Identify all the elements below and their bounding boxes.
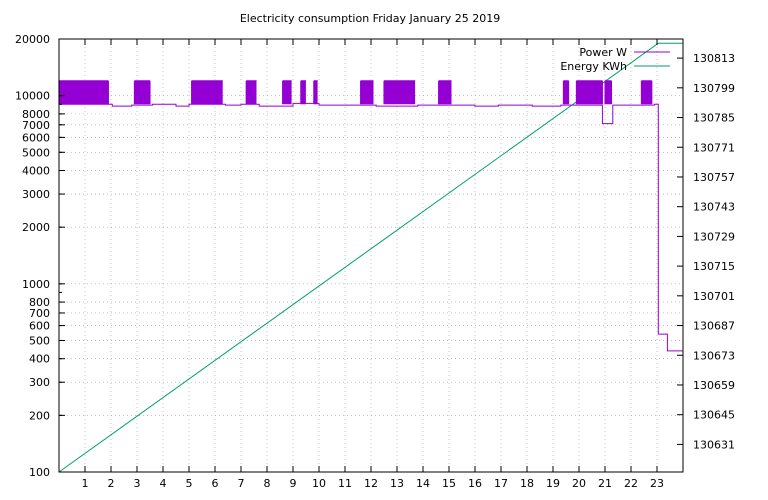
y-tick-label: 8000 (22, 108, 50, 121)
power-spike-group (438, 80, 452, 105)
y-tick-label: 2000 (22, 221, 50, 234)
y-tick-label: 300 (29, 376, 50, 389)
x-tick-label: 12 (364, 477, 378, 490)
x-tick-label: 14 (416, 477, 430, 490)
y2-tick-label: 130659 (693, 379, 735, 392)
y2-tick-label: 130701 (693, 290, 735, 303)
power-spike-group (360, 80, 374, 105)
x-tick-label: 7 (238, 477, 245, 490)
power-spike-bars (562, 80, 570, 105)
x-tick-label: 5 (186, 477, 193, 490)
power-spike-group (604, 80, 613, 105)
power-spike-group (191, 80, 223, 105)
power-spike-group (133, 80, 151, 105)
power-spike-bars (191, 80, 223, 105)
y-tick-label: 20000 (15, 33, 50, 46)
y-tick-label: 100 (29, 466, 50, 479)
y2-tick-label: 130631 (693, 438, 735, 451)
plot-frame (58, 38, 684, 473)
power-spike-bars (640, 80, 653, 105)
power-series-line (59, 102, 683, 352)
power-spike-bars (245, 80, 257, 105)
power-spike-bars (300, 80, 306, 105)
power-spike-group (58, 80, 109, 105)
y2-tick-label: 130645 (693, 409, 735, 422)
x-tick-label: 13 (390, 477, 404, 490)
legend-label: Power W (579, 46, 627, 59)
x-tick-label: 23 (650, 477, 664, 490)
x-tick-label: 6 (212, 477, 219, 490)
y-tick-label: 1000 (22, 278, 50, 291)
y2-tick-label: 130715 (693, 260, 735, 273)
x-tick-label: 18 (520, 477, 534, 490)
y2-tick-label: 130757 (693, 171, 735, 184)
power-spike-bars (58, 80, 109, 105)
power-spike-group (562, 80, 570, 105)
y2-tick-label: 130771 (693, 141, 735, 154)
power-spike-bars (313, 80, 318, 105)
y2-tick-label: 130813 (693, 52, 735, 65)
y-tick-label: 200 (29, 409, 50, 422)
chart-title: Electricity consumption Friday January 2… (240, 12, 500, 25)
x-tick-label: 15 (442, 477, 456, 490)
power-spike-bars (604, 80, 613, 105)
y-tick-label: 700 (29, 307, 50, 320)
y2-tick-label: 130743 (693, 201, 735, 214)
power-spike-group (383, 80, 416, 105)
y-tick-label: 500 (29, 334, 50, 347)
x-tick-label: 16 (468, 477, 482, 490)
x-tick-label: 1 (82, 477, 89, 490)
x-tick-label: 19 (546, 477, 560, 490)
y2-tick-label: 130673 (693, 349, 735, 362)
x-tick-label: 22 (624, 477, 638, 490)
y2-tick-label: 130785 (693, 112, 735, 125)
x-tick-label: 11 (338, 477, 352, 490)
power-spike-group (245, 80, 257, 105)
x-tick-label: 4 (160, 477, 167, 490)
y-tick-label: 800 (29, 296, 50, 309)
power-spike-group (575, 80, 603, 105)
x-tick-label: 17 (494, 477, 508, 490)
y-tick-label: 4000 (22, 165, 50, 178)
power-spike-bars (360, 80, 374, 105)
power-spike-group (282, 80, 292, 105)
y2-tick-label: 130729 (693, 230, 735, 243)
legend-label: Energy KWh (560, 60, 627, 73)
y-tick-label: 5000 (22, 146, 50, 159)
y-tick-label: 6000 (22, 131, 50, 144)
plot-series (58, 42, 683, 473)
power-spike-bars (383, 80, 416, 105)
y-tick-label: 7000 (22, 119, 50, 132)
power-spike-group (300, 80, 306, 105)
x-tick-label: 10 (312, 477, 326, 490)
x-tick-label: 2 (108, 477, 115, 490)
power-spike-bars (575, 80, 603, 105)
x-tick-label: 3 (134, 477, 141, 490)
x-tick-label: 8 (264, 477, 271, 490)
tick-labels: 1 2 3 4 5 6 7 8 9 10 11 12 13 14 15 16 17 18 19 20 21 22 23100… (15, 33, 735, 490)
energy-series-line (58, 42, 683, 473)
power-spike-group (640, 80, 653, 105)
x-tick-label: 20 (572, 477, 586, 490)
y-tick-label: 600 (29, 320, 50, 333)
y-tick-label: 3000 (22, 188, 50, 201)
x-tick-label: 21 (598, 477, 612, 490)
power-spike-bars (133, 80, 151, 105)
axes (58, 38, 684, 473)
x-tick-label: 9 (290, 477, 297, 490)
y-tick-label: 400 (29, 353, 50, 366)
power-spike-group (313, 80, 318, 105)
y2-tick-label: 130687 (693, 320, 735, 333)
power-spike-bars (282, 80, 292, 105)
y-tick-label: 10000 (15, 90, 50, 103)
power-spike-bars (438, 80, 452, 105)
y2-tick-label: 130799 (693, 82, 735, 95)
